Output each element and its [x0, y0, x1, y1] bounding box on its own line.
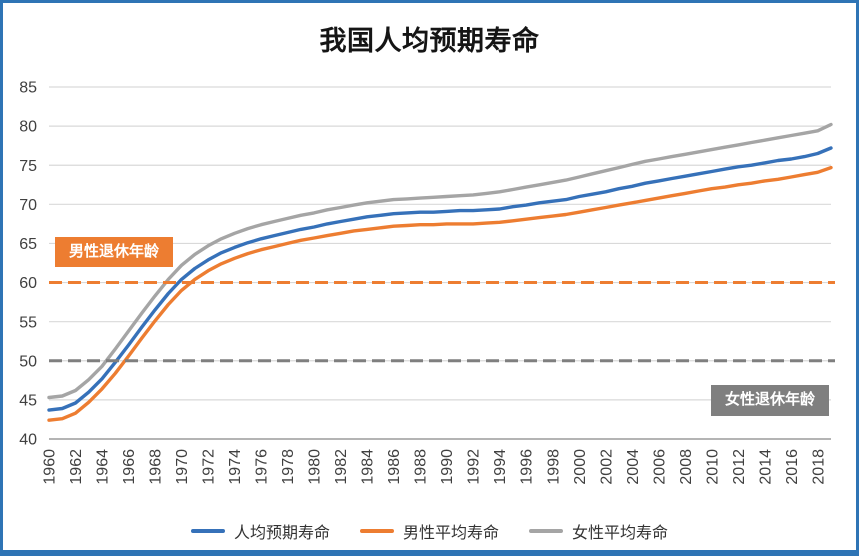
x-tick-label: 1968 [148, 449, 165, 485]
x-tick-label: 1992 [466, 449, 483, 485]
x-tick-label: 1966 [121, 449, 138, 485]
series-line-0 [47, 146, 833, 412]
chart-title: 我国人均预期寿命 [319, 26, 540, 56]
x-tick-label: 1984 [360, 449, 377, 485]
x-tick-label: 2006 [651, 449, 668, 485]
x-tick-label: 2018 [810, 449, 827, 485]
y-tick-label: 45 [19, 392, 37, 409]
x-tick-label: 1998 [545, 449, 562, 485]
y-tick-label: 80 [19, 119, 37, 136]
y-tick-label: 40 [19, 432, 37, 449]
x-tick-label: 1974 [227, 449, 244, 485]
legend-label: 人均预期寿命 [233, 525, 330, 542]
line-chart-canvas: 40 45 50 55 60 65 70 75 80 85 1960 1962 1964 1966 1968… [19, 80, 835, 485]
x-tick-label: 2002 [598, 449, 615, 485]
x-tick-label: 1976 [254, 449, 271, 485]
x-tick-label: 1964 [95, 449, 112, 485]
y-tick-label: 85 [19, 80, 37, 97]
legend-line-swatch-orange [359, 529, 394, 533]
y-tick-label: 75 [19, 158, 37, 175]
legend-item-life-expectancy: 人均预期寿命 [190, 519, 330, 543]
legend: 人均预期寿命 男性平均寿命 女性平均寿命 [3, 519, 856, 543]
x-tick-label: 2012 [731, 449, 748, 485]
x-tick-label: 1996 [519, 449, 536, 485]
legend-line-swatch-blue [190, 529, 225, 533]
x-tick-label: 2016 [784, 449, 801, 485]
y-tick-label: 55 [19, 314, 37, 331]
x-tick-label: 1960 [42, 449, 59, 485]
legend-line-swatch-gray [529, 529, 563, 533]
legend-label: 男性平均寿命 [402, 525, 499, 542]
x-tick-label: 1962 [68, 449, 85, 485]
x-tick-label: 1986 [386, 449, 403, 485]
x-tick-label: 2010 [704, 449, 721, 485]
x-tick-label: 2000 [572, 449, 589, 485]
x-tick-label: 2008 [678, 449, 695, 485]
x-tick-label: 1978 [280, 449, 297, 485]
x-tick-label: 1972 [201, 449, 218, 485]
x-tick-label: 1980 [307, 449, 324, 485]
x-tick-label: 1990 [439, 449, 456, 485]
y-tick-label: 65 [19, 236, 37, 253]
female-retirement-age-label: 女性退休年龄 [710, 384, 829, 416]
x-tick-label: 1970 [174, 449, 191, 485]
x-tick-label: 2014 [757, 449, 774, 485]
y-tick-label: 50 [19, 353, 37, 370]
y-tick-label: 70 [19, 197, 37, 214]
x-tick-label: 2004 [625, 449, 642, 485]
y-tick-label: 60 [19, 275, 37, 292]
x-tick-label: 1982 [333, 449, 350, 485]
x-tick-label: 1988 [413, 449, 430, 485]
legend-label: 女性平均寿命 [572, 525, 669, 542]
legend-item-female-life-expectancy: 女性平均寿命 [529, 519, 668, 543]
series-line-1 [47, 165, 833, 422]
male-retirement-age-label: 男性退休年龄 [55, 236, 174, 268]
legend-item-male-life-expectancy: 男性平均寿命 [359, 519, 499, 543]
x-tick-label: 1994 [492, 449, 509, 485]
